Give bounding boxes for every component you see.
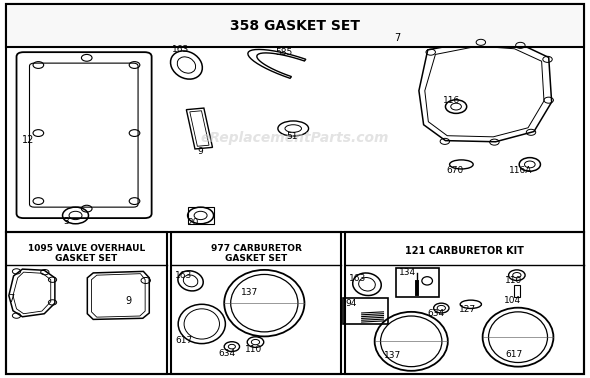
Text: 163: 163	[175, 271, 192, 280]
Bar	[343, 298, 388, 324]
Bar	[345, 232, 584, 374]
Text: 20: 20	[188, 218, 199, 227]
Text: 634: 634	[218, 349, 235, 358]
Text: 94: 94	[345, 299, 356, 308]
Text: 617: 617	[505, 350, 522, 359]
Text: 110: 110	[505, 276, 522, 285]
Bar	[396, 268, 439, 297]
Text: 116: 116	[442, 96, 460, 105]
Text: 3: 3	[64, 217, 70, 226]
Text: 51: 51	[286, 132, 297, 141]
Text: 977 CARBURETOR
GASKET SET: 977 CARBURETOR GASKET SET	[211, 243, 301, 263]
Text: 121 CARBURETOR KIT: 121 CARBURETOR KIT	[405, 246, 524, 256]
Text: 110: 110	[245, 345, 262, 354]
Text: 617: 617	[176, 336, 193, 345]
Text: 12: 12	[22, 135, 35, 145]
Text: 137: 137	[241, 288, 258, 297]
Text: 585: 585	[276, 48, 293, 57]
Bar	[6, 4, 584, 47]
Text: 358 GASKET SET: 358 GASKET SET	[230, 19, 360, 33]
Text: 634: 634	[427, 309, 444, 318]
Text: 163: 163	[349, 274, 366, 284]
Text: 104: 104	[504, 296, 522, 305]
Bar	[188, 207, 214, 224]
Text: 9: 9	[198, 147, 204, 156]
Bar	[6, 232, 167, 374]
Text: 670: 670	[446, 166, 463, 175]
Text: 116A: 116A	[509, 166, 532, 175]
Bar	[514, 285, 520, 297]
Text: 7: 7	[8, 294, 15, 304]
Text: eReplacementParts.com: eReplacementParts.com	[201, 131, 389, 145]
Text: 134: 134	[399, 268, 416, 277]
Text: 163: 163	[172, 45, 189, 54]
Text: 9: 9	[126, 296, 132, 305]
Bar	[171, 232, 341, 374]
Text: 127: 127	[459, 305, 476, 314]
Text: 7: 7	[394, 33, 401, 43]
Text: 1095 VALVE OVERHAUL
GASKET SET: 1095 VALVE OVERHAUL GASKET SET	[28, 243, 145, 263]
Text: 137: 137	[384, 351, 401, 360]
